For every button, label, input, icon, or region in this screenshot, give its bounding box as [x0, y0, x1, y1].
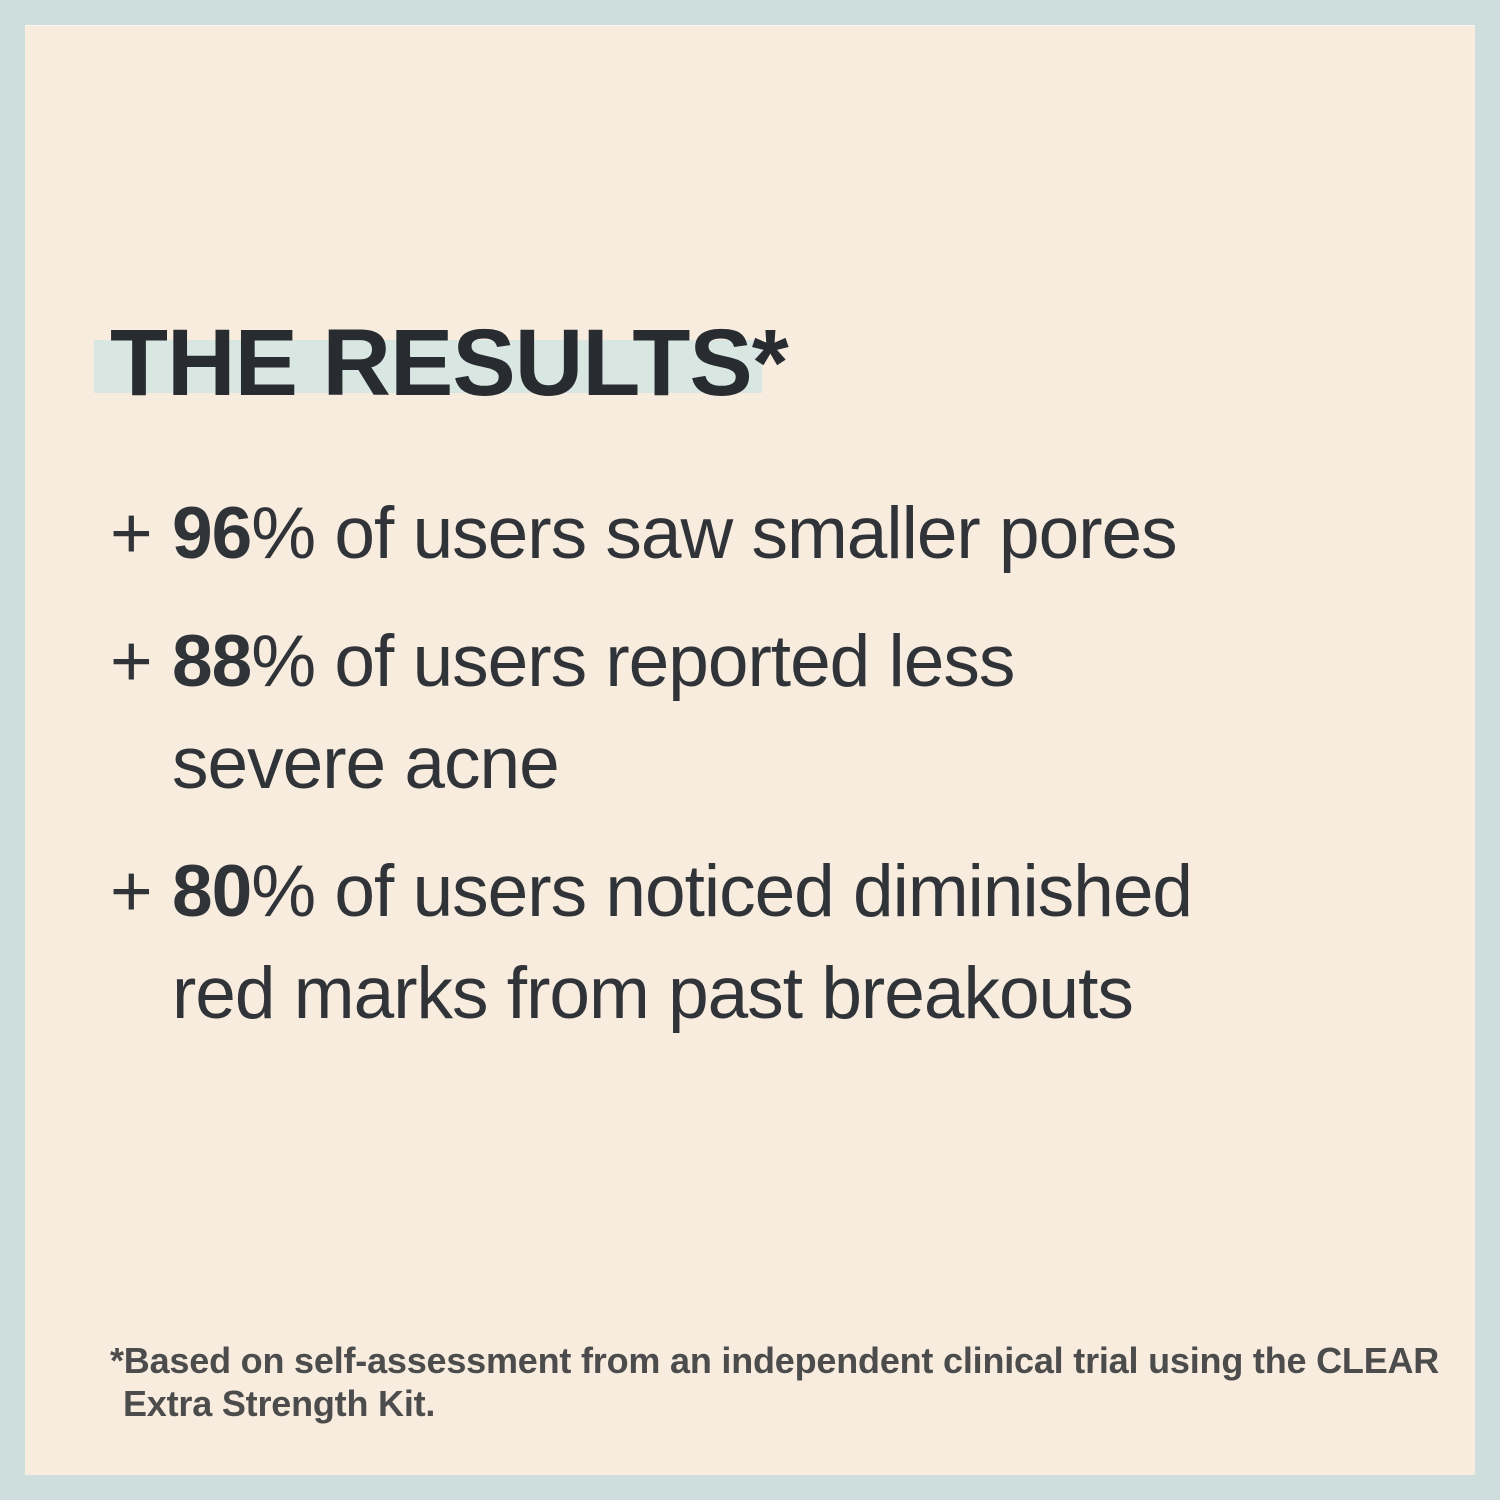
result-1-line-1: 96% of users saw smaller pores	[172, 483, 1178, 585]
content-area: THE RESULTS* + 96% of users saw smaller …	[25, 316, 1475, 1045]
footnote: *Based on self-assessment from an indepe…	[110, 1340, 1439, 1425]
result-2-line-1: 88% of users reported less	[172, 611, 1015, 713]
results-list: + 96% of users saw smaller pores + 88% o…	[110, 483, 1390, 1045]
result-3-line-2: red marks from past breakouts	[172, 953, 1134, 1034]
result-text-1: 96% of users saw smaller pores	[172, 483, 1178, 585]
plus-marker: +	[110, 851, 153, 932]
result-2-line-1-text: of users reported less	[334, 621, 1015, 702]
result-item-1: + 96% of users saw smaller pores	[110, 483, 1390, 585]
stat-value-3: 80	[172, 851, 252, 932]
stat-value-1: 96	[172, 493, 252, 574]
stat-value-2: 88	[172, 621, 252, 702]
percent-sign-2: %	[251, 621, 316, 702]
result-text-3: 80% of users noticed diminished red mark…	[172, 841, 1193, 1045]
plus-marker: +	[110, 621, 153, 702]
footnote-line-2: Extra Strength Kit.	[123, 1382, 436, 1424]
result-item-3: + 80% of users noticed diminished red ma…	[110, 841, 1390, 1045]
title-highlight	[94, 340, 762, 393]
result-2-line-2: severe acne	[172, 723, 560, 804]
result-1-line-1-text: of users saw smaller pores	[334, 493, 1177, 574]
plus-marker: +	[110, 493, 153, 574]
page-title: THE RESULTS*	[94, 316, 789, 411]
result-3-line-1: 80% of users noticed diminished	[172, 841, 1193, 943]
percent-sign-1: %	[251, 493, 316, 574]
title-row: THE RESULTS*	[94, 316, 1390, 411]
result-3-line-1-text: of users noticed diminished	[334, 851, 1193, 932]
result-text-2: 88% of users reported less severe acne	[172, 611, 1015, 815]
footnote-line-1: *Based on self-assessment from an indepe…	[110, 1340, 1440, 1381]
content-panel: THE RESULTS* + 96% of users saw smaller …	[25, 25, 1475, 1475]
page-title-text: THE RESULTS*	[110, 310, 789, 416]
percent-sign-3: %	[251, 851, 316, 932]
result-item-2: + 88% of users reported less severe acne	[110, 611, 1390, 815]
